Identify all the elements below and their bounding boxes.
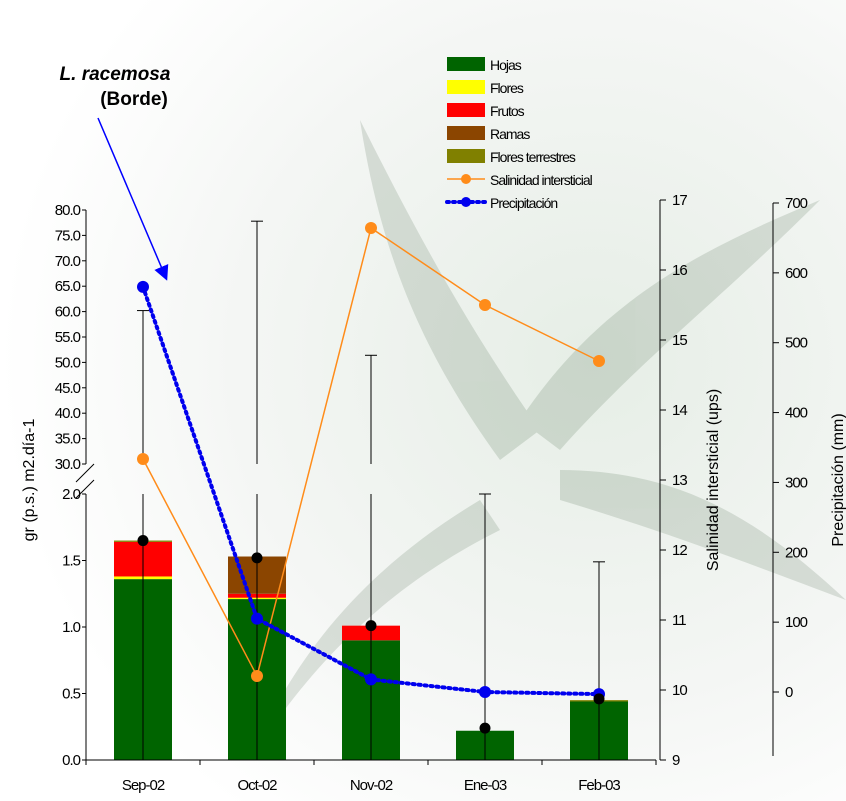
- y-tick-label: 50.0: [55, 354, 81, 371]
- precip-tick-label: 300: [785, 474, 808, 491]
- precip-tick-label: 400: [785, 405, 808, 422]
- y-axis-title: gr (p.s.) m2.día-1: [21, 419, 38, 542]
- legend-swatch: [447, 126, 485, 140]
- y-tick-label: 70.0: [55, 253, 81, 270]
- y-tick-label: 2.0: [62, 486, 81, 503]
- series-point: [365, 222, 377, 234]
- salinity-tick-label: 11: [672, 612, 686, 629]
- series-point: [251, 612, 263, 625]
- y-tick-label: 80.0: [55, 202, 81, 219]
- legend-label: Ramas: [490, 126, 530, 142]
- mean-marker: [137, 535, 149, 547]
- axes-layer: 0.0 0.5 1.0 1.5 2.0 30.0 35.0 40.0 45.0 50.0 55.0 6…: [55, 192, 809, 794]
- legend-marker: [461, 174, 471, 184]
- y-tick-label: 1.5: [62, 553, 81, 570]
- y-tick-label: 45.0: [55, 380, 81, 397]
- precip-tick-label: 600: [785, 265, 808, 282]
- legend-swatch: [447, 80, 485, 94]
- mean-marker: [479, 722, 491, 734]
- salinity-tick-label: 15: [672, 332, 687, 349]
- x-tick-label: Nov-02: [350, 777, 393, 794]
- precip-axis-title: Precipitación (mm): [830, 413, 846, 546]
- precip-tick-label: 700: [785, 195, 808, 212]
- series-point: [137, 280, 149, 293]
- legend-label: Frutos: [490, 103, 525, 119]
- series-point: [593, 355, 605, 367]
- x-tick-label: Feb-03: [578, 777, 620, 794]
- series-point: [479, 686, 491, 698]
- salinity-tick-label: 10: [672, 682, 687, 699]
- series-point: [137, 453, 149, 465]
- background-foliage: [250, 120, 846, 760]
- legend-swatch: [447, 149, 485, 163]
- salinity-tick-label: 16: [672, 262, 687, 279]
- y-tick-label: 40.0: [55, 405, 81, 422]
- annotation-arrow: [97, 117, 169, 281]
- precip-tick-label: 500: [785, 335, 808, 352]
- x-tick-label: Ene-03: [464, 777, 507, 794]
- mean-marker: [251, 552, 263, 564]
- y-tick-label: 0.5: [62, 686, 81, 703]
- legend-label: Flores: [490, 80, 524, 96]
- y-tick-label: 75.0: [55, 227, 81, 244]
- legend-marker: [461, 197, 471, 207]
- mean-marker: [593, 693, 605, 705]
- x-tick-label: Oct-02: [237, 777, 277, 794]
- x-tick-label: Sep-02: [122, 777, 165, 794]
- axis-break-mark: [75, 479, 95, 499]
- y-tick-label: 60.0: [55, 304, 81, 321]
- legend-swatch: [447, 103, 485, 117]
- y-tick-label: 1.0: [62, 619, 81, 636]
- legend: Hojas Flores Frutos Ramas Flores terrestres S…: [445, 57, 594, 211]
- salinity-tick-label: 17: [672, 192, 687, 209]
- series-point: [365, 673, 377, 686]
- error-bars-layer: [137, 220, 605, 760]
- series-point: [479, 299, 491, 311]
- mean-markers-layer: [137, 535, 605, 734]
- annotation-subtitle: (Borde): [100, 89, 168, 110]
- salinity-tick-label: 9: [672, 752, 680, 769]
- mean-marker: [365, 620, 377, 632]
- salinity-tick-label: 14: [672, 402, 687, 419]
- y-tick-label: 55.0: [55, 329, 81, 346]
- precip-tick-label: 200: [785, 544, 808, 561]
- axis-break-mark: [75, 463, 95, 483]
- annotation-title: L. racemosa: [60, 64, 171, 85]
- series-point: [251, 670, 263, 682]
- salinity-tick-label: 12: [672, 542, 687, 559]
- lines-layer: [137, 222, 605, 701]
- precip-tick-label: 100: [785, 614, 808, 631]
- y-tick-label: 30.0: [55, 456, 81, 473]
- salinity-tick-label: 13: [672, 472, 687, 489]
- legend-swatch: [447, 57, 485, 71]
- precip-tick-label: 0: [785, 684, 793, 701]
- salinity-axis-title: Salinidad intersticial (ups): [705, 389, 722, 571]
- legend-label: Salinidad intersticial: [490, 172, 593, 188]
- y-tick-label: 65.0: [55, 278, 81, 295]
- y-tick-label: 35.0: [55, 431, 81, 448]
- legend-label: Hojas: [490, 57, 522, 73]
- y-tick-label: 0.0: [62, 752, 81, 769]
- legend-label: Flores terrestres: [490, 149, 576, 165]
- legend-label: Precipitación: [490, 195, 557, 211]
